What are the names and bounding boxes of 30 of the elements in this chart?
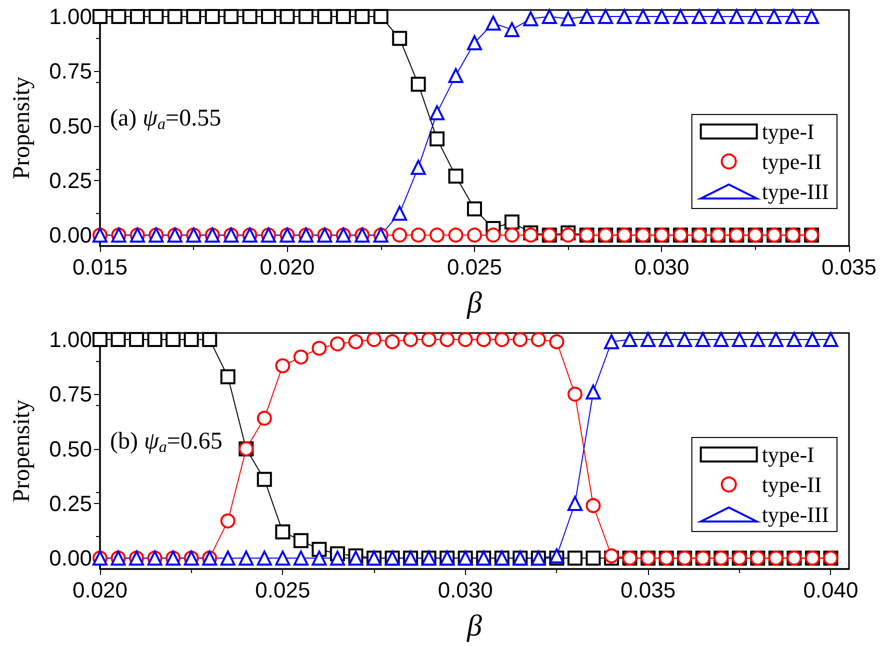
legend-label: type-I [762,119,814,144]
y-tick-label: 0.25 [49,168,92,193]
y-tick-label: 0.75 [49,58,92,84]
x-tick-label: 0.020 [260,254,315,280]
legend-label: type-III [762,502,830,527]
y-tick-label: 0.00 [49,222,92,248]
legend-label: type-II [762,149,822,174]
y-tick-label: 0.50 [49,113,92,138]
y-axis-title: Propensity [9,76,35,180]
x-tick-label: 0.035 [620,578,676,602]
x-tick-label: 0.015 [72,254,128,280]
y-tick-label: 1.00 [49,327,92,352]
legend-label: type-III [762,179,830,204]
x-axis-title: β [466,610,482,642]
x-tick-label: 0.025 [446,254,502,280]
y-tick-label: 0.25 [49,490,92,516]
legend-label: type-I [762,442,814,467]
y-tick-label: 1.00 [49,4,92,30]
y-tick-label: 0.75 [49,382,92,407]
x-tick-label: 0.025 [255,578,310,602]
x-axis-title: β [466,286,482,320]
x-tick-label: 0.020 [72,578,128,602]
x-tick-label: 0.035 [821,254,877,280]
y-axis-title: Propensity [9,400,35,502]
y-tick-label: 0.50 [49,436,92,462]
legend-label: type-II [762,472,822,497]
x-tick-label: 0.030 [634,254,690,280]
x-tick-label: 0.040 [803,578,858,602]
y-tick-label: 0.00 [49,546,92,571]
x-tick-label: 0.030 [438,578,493,602]
